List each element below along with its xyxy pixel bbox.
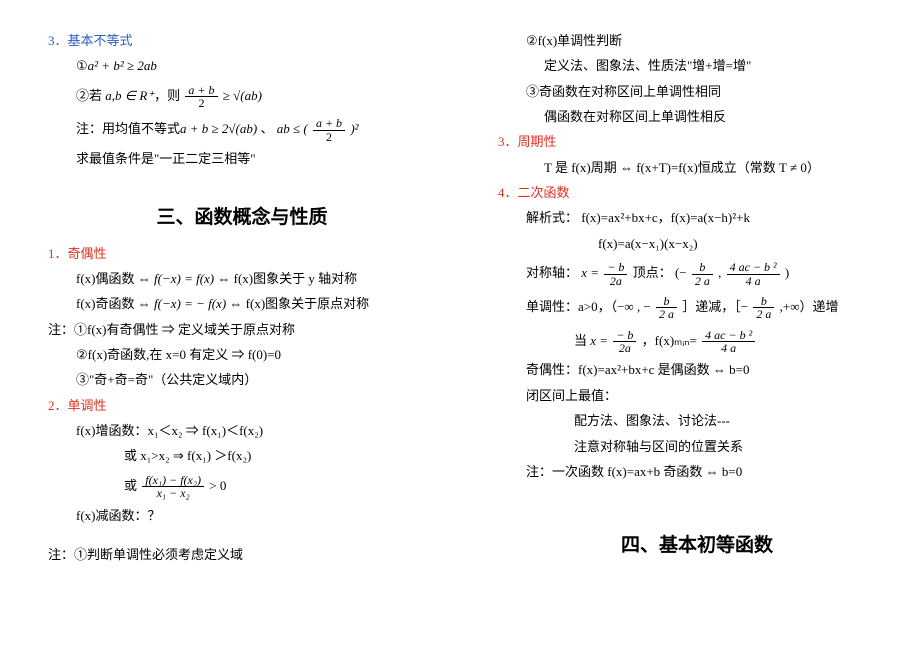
- sec-period-title: 3．周期性: [498, 129, 896, 154]
- sec-basic-ineq-title: 3．基本不等式: [48, 28, 436, 53]
- left-column: 3．基本不等式 ①a² + b² ≥ 2ab ②若 a,b ∈ R⁺，则 a +…: [0, 0, 460, 651]
- heading-4: 四、基本初等函数: [498, 530, 896, 557]
- quad-closed: 闭区间上最值：: [498, 383, 896, 408]
- quad-min: 当 x = − b2a ，f(x)ₘᵢₙ= 4 ac − b ²4 a: [498, 324, 896, 358]
- quad-closed-2: 注意对称轴与区间的位置关系: [498, 434, 896, 459]
- ineq-2: ②若 a,b ∈ R⁺，则 a + b2 ≥ √(ab): [48, 79, 436, 113]
- quad-mono: 单调性：a>0，（−∞ , − b2 a ］递减，［− b2 a ,+∞）递增: [498, 290, 896, 324]
- sec-parity-title: 1．奇偶性: [48, 241, 436, 266]
- mono-inc-3: 或 f(x₁) − f(x₂)x₁ − x₂ > 0: [48, 469, 436, 503]
- ineq-note-1: 注：用均值不等式a + b ≥ 2√(ab) 、 ab ≤ ( a + b2 )…: [48, 112, 436, 146]
- parity-even: f(x)偶函数 ⇔ f(−x) = f(x) ⇔ f(x)图象关于 y 轴对称: [48, 266, 436, 291]
- right-column: ②f(x)单调性判断 定义法、图象法、性质法"增+增=增" ③奇函数在对称区间上…: [460, 0, 920, 651]
- mono-inc-2: 或 x₁>x₂ ⇒ f(x₁) ＞f(x₂): [48, 443, 436, 468]
- parity-odd: f(x)奇函数 ⇔ f(−x) = − f(x) ⇔ f(x)图象关于原点对称: [48, 291, 436, 316]
- mono-note-2: ②f(x)单调性判断: [498, 28, 896, 53]
- mono-dec: f(x)减函数：？: [48, 503, 436, 528]
- quad-form-2: f(x)=a(x−x₁)(x−x₂): [498, 231, 896, 256]
- ineq-1: ①a² + b² ≥ 2ab: [48, 53, 436, 78]
- mono-note-2b: 定义法、图象法、性质法"增+增=增": [498, 53, 896, 78]
- heading-3: 三、函数概念与性质: [48, 202, 436, 229]
- parity-note-1: 注：①f(x)有奇偶性 ⇒ 定义域关于原点对称: [48, 317, 436, 342]
- mono-inc-1: f(x)增函数：x₁＜x₂ ⇒ f(x₁)＜f(x₂): [48, 418, 436, 443]
- quad-form-1: 解析式： f(x)=ax²+bx+c，f(x)=a(x−h)²+k: [498, 205, 896, 230]
- sec-quad-title: 4．二次函数: [498, 180, 896, 205]
- quad-parity: 奇偶性：f(x)=ax²+bx+c 是偶函数 ⇔ b=0: [498, 357, 896, 382]
- quad-closed-1: 配方法、图象法、讨论法---: [498, 408, 896, 433]
- period-line: T 是 f(x)周期 ⇔ f(x+T)=f(x)恒成立（常数 T ≠ 0）: [498, 155, 896, 180]
- parity-note-3: ③"奇+奇=奇"（公共定义域内）: [48, 367, 436, 392]
- mono-note-3b: 偶函数在对称区间上单调性相反: [498, 104, 896, 129]
- ineq-note-2: 求最值条件是"一正二定三相等": [48, 146, 436, 171]
- quad-linear-note: 注：一次函数 f(x)=ax+b 奇函数 ⇔ b=0: [498, 459, 896, 484]
- mono-note: 注：①判断单调性必须考虑定义域: [48, 542, 436, 567]
- parity-note-2: ②f(x)奇函数,在 x=0 有定义 ⇒ f(0)=0: [48, 342, 436, 367]
- sec-mono-title: 2．单调性: [48, 393, 436, 418]
- mono-note-3: ③奇函数在对称区间上单调性相同: [498, 79, 896, 104]
- quad-axis-vertex: 对称轴： x = − b2a 顶点： (− b2 a , 4 ac − b ²4…: [498, 256, 896, 290]
